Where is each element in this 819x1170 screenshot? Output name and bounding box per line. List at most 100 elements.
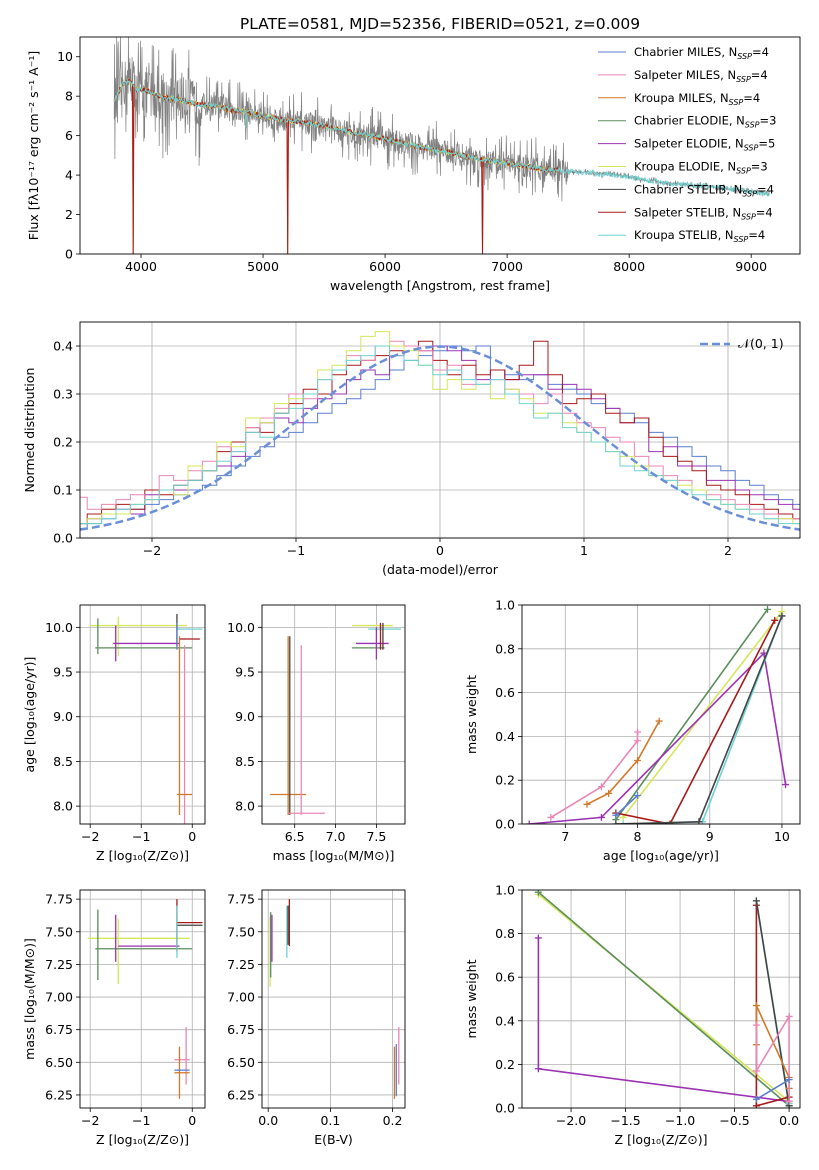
data-point-marker xyxy=(785,1076,793,1084)
y-tick-label: 0.8 xyxy=(495,926,515,941)
x-axis-label: (data-model)/error xyxy=(382,562,499,577)
data-point-marker xyxy=(752,1067,760,1075)
x-axis-label: Z [log₁₀(Z/Z⊙)] xyxy=(96,848,189,863)
x-tick-label: 5000 xyxy=(247,259,279,274)
legend-label: Kroupa MILES, NSSP=4 xyxy=(634,91,760,107)
weight-vs-age-panel: 7 8 9 10 0.0 0.2 0.4 0.6 0.8 1.0 age [log₁₀(age/yr… xyxy=(464,598,801,863)
residuals-panel: −2 −1 0 1 2 0.0 0.1 0.2 0.3 0.4 (data-model)/error… xyxy=(22,321,801,577)
y-tick-label: 9.5 xyxy=(53,665,73,680)
x-axis-label: E(B-V) xyxy=(314,1132,353,1147)
y-tick-label: 0.0 xyxy=(53,531,73,546)
axes-frame xyxy=(79,604,206,825)
y-tick-label: 7.50 xyxy=(45,924,73,939)
data-point-marker xyxy=(752,1002,760,1010)
axes-frame xyxy=(79,36,801,255)
x-tick-label: 10 xyxy=(774,829,790,844)
x-tick-label: 4000 xyxy=(125,259,157,274)
legend-label: Chabrier STELIB, NSSP=4 xyxy=(634,182,774,198)
x-axis-label: Z [log₁₀(Z/Z⊙)] xyxy=(96,1132,189,1147)
y-tick-label: 1.0 xyxy=(495,598,515,613)
x-axis-label: Z [log₁₀(Z/Z⊙)] xyxy=(615,1132,708,1147)
legend-label: Chabrier MILES, NSSP=4 xyxy=(634,45,769,61)
y-tick-label: 6.25 xyxy=(227,1087,255,1102)
x-tick-label: 6.5 xyxy=(285,829,305,844)
data-point-marker xyxy=(597,783,605,791)
data-point-marker xyxy=(752,897,760,905)
x-tick-label: −0.5 xyxy=(719,1113,749,1128)
figure-title: PLATE=0581, MJD=52356, FIBERID=0521, z=0… xyxy=(240,15,640,33)
x-tick-label: 7 xyxy=(561,829,569,844)
histogram-step-line xyxy=(80,340,800,520)
y-tick-label: 7.75 xyxy=(227,892,255,907)
x-tick-label: −2.0 xyxy=(556,1113,586,1128)
x-tick-label: 0 xyxy=(436,543,444,558)
axes-frame xyxy=(521,604,801,825)
normal-distribution-curve xyxy=(80,345,800,531)
data-point-marker xyxy=(752,1021,760,1029)
y-tick-label: 6.75 xyxy=(45,1022,73,1037)
y-tick-label: 0.8 xyxy=(495,641,515,656)
legend-label: Chabrier ELODIE, NSSP=3 xyxy=(634,114,776,130)
y-tick-label: 6.50 xyxy=(227,1055,255,1070)
y-tick-label: 0.0 xyxy=(495,817,515,832)
age-vs-mass-panel: 6.5 7.0 7.5 8.0 8.5 9.0 9.5 10.0 mass [log₁₀(M/M… xyxy=(227,604,406,863)
x-tick-label: 0.0 xyxy=(779,1113,799,1128)
y-tick-label: 10 xyxy=(57,49,73,64)
x-tick-label: −2 xyxy=(81,829,99,844)
data-point-marker xyxy=(785,1097,793,1105)
x-tick-label: 9 xyxy=(706,829,714,844)
weight-vs-Z-plot-area xyxy=(534,890,793,1108)
y-tick-label: 8 xyxy=(65,89,73,104)
mass-weight-line xyxy=(615,619,776,824)
y-tick-label: 0.2 xyxy=(495,1057,515,1072)
data-point-marker xyxy=(655,717,663,725)
y-tick-label: 0.2 xyxy=(495,773,515,788)
histogram-step-line xyxy=(80,345,800,529)
data-point-marker xyxy=(597,813,605,821)
data-point-marker xyxy=(634,728,642,736)
y-tick-label: 7.00 xyxy=(227,990,255,1005)
x-tick-label: −1 xyxy=(132,829,150,844)
mass-vs-ebv-plot-area xyxy=(269,899,400,1099)
y-tick-label: 2 xyxy=(65,207,73,222)
axes-frame xyxy=(261,889,406,1109)
histogram-step-line xyxy=(80,340,800,525)
y-tick-label: 10.0 xyxy=(227,620,255,635)
mass-weight-line xyxy=(755,1013,790,1102)
legend-label: Salpeter STELIB, NSSP=4 xyxy=(634,205,773,221)
x-tick-label: 9000 xyxy=(735,259,767,274)
data-point-marker xyxy=(771,616,779,624)
spectrum-legend: Chabrier MILES, NSSP=4 Salpeter MILES, NS… xyxy=(598,45,776,244)
x-tick-label: 7.5 xyxy=(366,829,386,844)
y-axis-label: age [log₁₀(age/yr)] xyxy=(22,657,37,773)
y-tick-label: 0.1 xyxy=(53,483,73,498)
histogram-step-line xyxy=(80,345,800,525)
x-tick-label: −1 xyxy=(132,1113,150,1128)
y-tick-label: 6 xyxy=(65,128,73,143)
legend-label: Kroupa ELODIE, NSSP=3 xyxy=(634,160,768,176)
y-axis-label: mass weight xyxy=(464,675,479,754)
data-point-marker xyxy=(534,1065,542,1073)
x-tick-label: −1.5 xyxy=(610,1113,640,1128)
data-point-marker xyxy=(778,612,786,620)
axes-frame xyxy=(79,889,206,1109)
data-point-marker xyxy=(785,1012,793,1020)
x-axis-label: wavelength [Angstrom, rest frame] xyxy=(330,278,550,293)
y-axis-label: mass [log₁₀(M/M⊙)] xyxy=(22,938,37,1060)
x-tick-label: −1 xyxy=(287,543,305,558)
data-point-marker xyxy=(634,737,642,745)
axes-frame xyxy=(79,321,801,539)
spectrum-plot-area xyxy=(113,37,770,254)
data-point-marker xyxy=(534,890,542,896)
y-tick-label: 0.4 xyxy=(495,1013,515,1028)
y-tick-label: 8.0 xyxy=(53,799,73,814)
x-axis-label: age [log₁₀(age/yr)] xyxy=(603,848,719,863)
y-tick-label: 7.50 xyxy=(227,924,255,939)
y-tick-label: 1.0 xyxy=(495,883,515,898)
data-point-marker xyxy=(695,818,703,824)
data-point-marker xyxy=(612,811,620,819)
mass-weight-line xyxy=(623,615,783,824)
y-tick-label: 0.4 xyxy=(53,339,73,354)
mass-weight-line xyxy=(755,1079,790,1100)
